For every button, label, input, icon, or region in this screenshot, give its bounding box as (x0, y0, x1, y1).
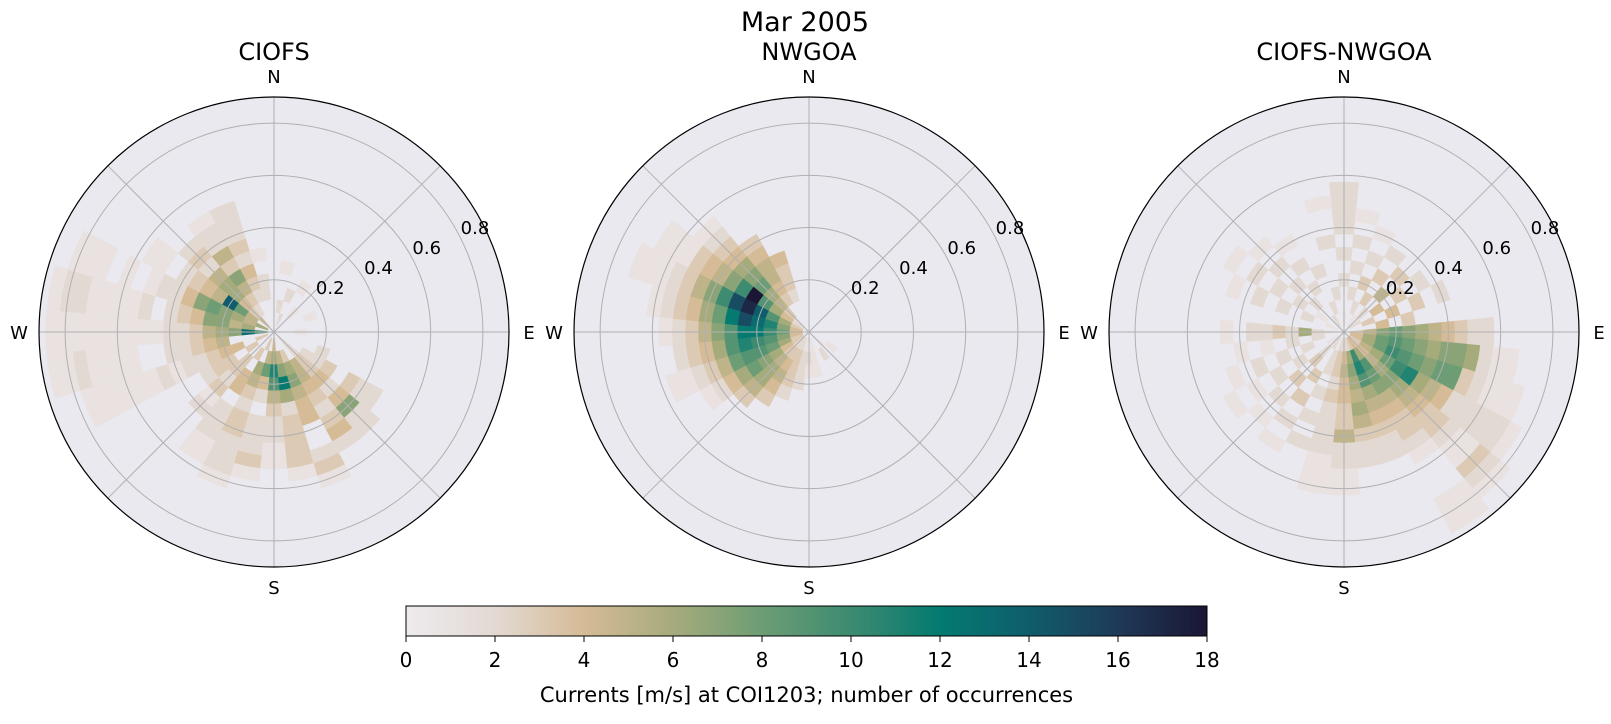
compass-label-n: N (267, 67, 280, 88)
compass-label-s: S (1338, 578, 1349, 599)
heatmap-cell (1326, 334, 1340, 345)
heatmap-cell (249, 247, 268, 264)
heatmap-cell (141, 236, 169, 268)
angular-gridline (642, 331, 810, 499)
compass-label-n: N (802, 67, 815, 88)
heatmap-cell (67, 230, 96, 274)
angular-gridline (1177, 165, 1345, 333)
polar-frame (1108, 96, 1580, 568)
compass-label-w: W (545, 323, 563, 344)
radial-tick-label: 0.8 (996, 218, 1025, 239)
heatmap-cell (1408, 437, 1440, 465)
figure-title: Mar 2005 (741, 7, 869, 38)
colorbar-tick-label: 8 (756, 648, 769, 672)
polar-panel-1: 0.2 0.4 0.6 0.8 N E S W CIOFS (10, 38, 535, 599)
colorbar-tick-label: 10 (838, 648, 863, 672)
radial-tick-label: 0.2 (316, 278, 345, 299)
angular-gridline (273, 331, 441, 499)
heatmap-cell (46, 352, 69, 399)
colorbar-tick-label: 0 (400, 648, 413, 672)
heatmap-cell (811, 362, 823, 378)
polar-panel-2: 0.2 0.4 0.6 0.8 N E S W NWGOA (545, 38, 1070, 599)
panel-title: CIOFS-NWGOA (1256, 38, 1432, 66)
heatmap-cell (302, 310, 318, 323)
colorbar-tick-label: 2 (489, 648, 502, 672)
polar-frame (573, 96, 1045, 568)
heatmap-cell (627, 242, 654, 282)
radial-tick-label: 0.6 (947, 238, 976, 259)
colorbar: 0 2 4 6 8 10 12 14 16 18 Currents [m/s] at COI120… (400, 605, 1220, 707)
heatmap-cell (1225, 363, 1247, 391)
polar-frame (38, 96, 510, 568)
heatmap-cell (255, 333, 269, 342)
heatmap-cell (817, 346, 830, 362)
heatmap-cell (1222, 244, 1249, 274)
colorbar-gradient (405, 605, 1208, 637)
heatmap-cell (823, 340, 839, 353)
colorbar-tick-label: 16 (1105, 648, 1130, 672)
heatmap-cell (209, 200, 239, 223)
colorbar-tick-label: 6 (667, 648, 680, 672)
compass-label-s: S (268, 578, 279, 599)
heatmap-cell (275, 313, 284, 327)
polar-panels: 0.2 0.4 0.6 0.8 N E S W CIOFS 0.2 0.4 0.6 0.8 N E S W NWG… (10, 38, 1605, 599)
heatmap-cell (1407, 291, 1426, 312)
heatmap-cell (1222, 390, 1249, 420)
angular-gridline (1343, 165, 1511, 333)
heatmap-cell (653, 219, 684, 256)
panel-title: NWGOA (761, 38, 857, 66)
radial-tick-label: 0.4 (364, 258, 393, 279)
colorbar-tick-label: 4 (578, 648, 591, 672)
angular-gridline (808, 165, 976, 333)
radial-tick-label: 0.4 (1434, 258, 1463, 279)
compass-label-e: E (1593, 323, 1604, 344)
compass-label-s: S (803, 578, 814, 599)
compass-label-w: W (1080, 323, 1098, 344)
radial-tick-label: 0.8 (1531, 218, 1560, 239)
compass-label-w: W (10, 323, 28, 344)
radial-tick-label: 0.2 (1386, 278, 1415, 299)
angular-gridline (642, 165, 810, 333)
colorbar-label: Currents [m/s] at COI1203; number of occ… (540, 683, 1073, 707)
angular-gridline (808, 331, 976, 499)
polar-panel-3: 0.2 0.4 0.6 0.8 N E S W CIOFS-NWGOA (1080, 38, 1605, 599)
heatmap-cell (287, 462, 318, 482)
heatmap-cell (665, 371, 689, 404)
panel-title: CIOFS (238, 38, 309, 66)
polar-cells (1219, 181, 1526, 534)
heatmap-cell (1383, 245, 1407, 267)
angular-gridline (1343, 331, 1511, 499)
heatmap-cell (768, 250, 789, 269)
angular-gridline (273, 165, 441, 333)
radial-tick-label: 0.2 (851, 278, 880, 299)
heatmap-cell (178, 437, 210, 465)
compass-label-e: E (1058, 323, 1069, 344)
heatmap-cell (1309, 263, 1328, 281)
heatmap-cell (1354, 208, 1381, 227)
radial-tick-label: 0.6 (412, 238, 441, 259)
angular-gridline (107, 331, 275, 499)
heatmap-cell (279, 260, 296, 277)
radial-tick-label: 0.6 (1482, 238, 1511, 259)
heatmap-cell (1445, 498, 1490, 534)
colorbar-ticks: 0 2 4 6 8 10 12 14 16 18 (400, 636, 1220, 672)
radial-tick-label: 0.4 (899, 258, 928, 279)
compass-label-e: E (523, 323, 534, 344)
angular-gridline (107, 165, 275, 333)
polar-cells (627, 215, 839, 411)
colorbar-tick-label: 14 (1016, 648, 1041, 672)
heatmap-cell (1256, 427, 1286, 454)
heatmap-cell (1289, 256, 1311, 277)
radial-tick-label: 0.8 (461, 218, 490, 239)
angular-gridline (1177, 331, 1345, 499)
heatmap-cell (46, 265, 69, 312)
compass-label-n: N (1337, 67, 1350, 88)
heatmap-cell (1296, 475, 1330, 495)
colorbar-tick-label: 18 (1194, 648, 1219, 672)
colorbar-tick-label: 12 (927, 648, 952, 672)
